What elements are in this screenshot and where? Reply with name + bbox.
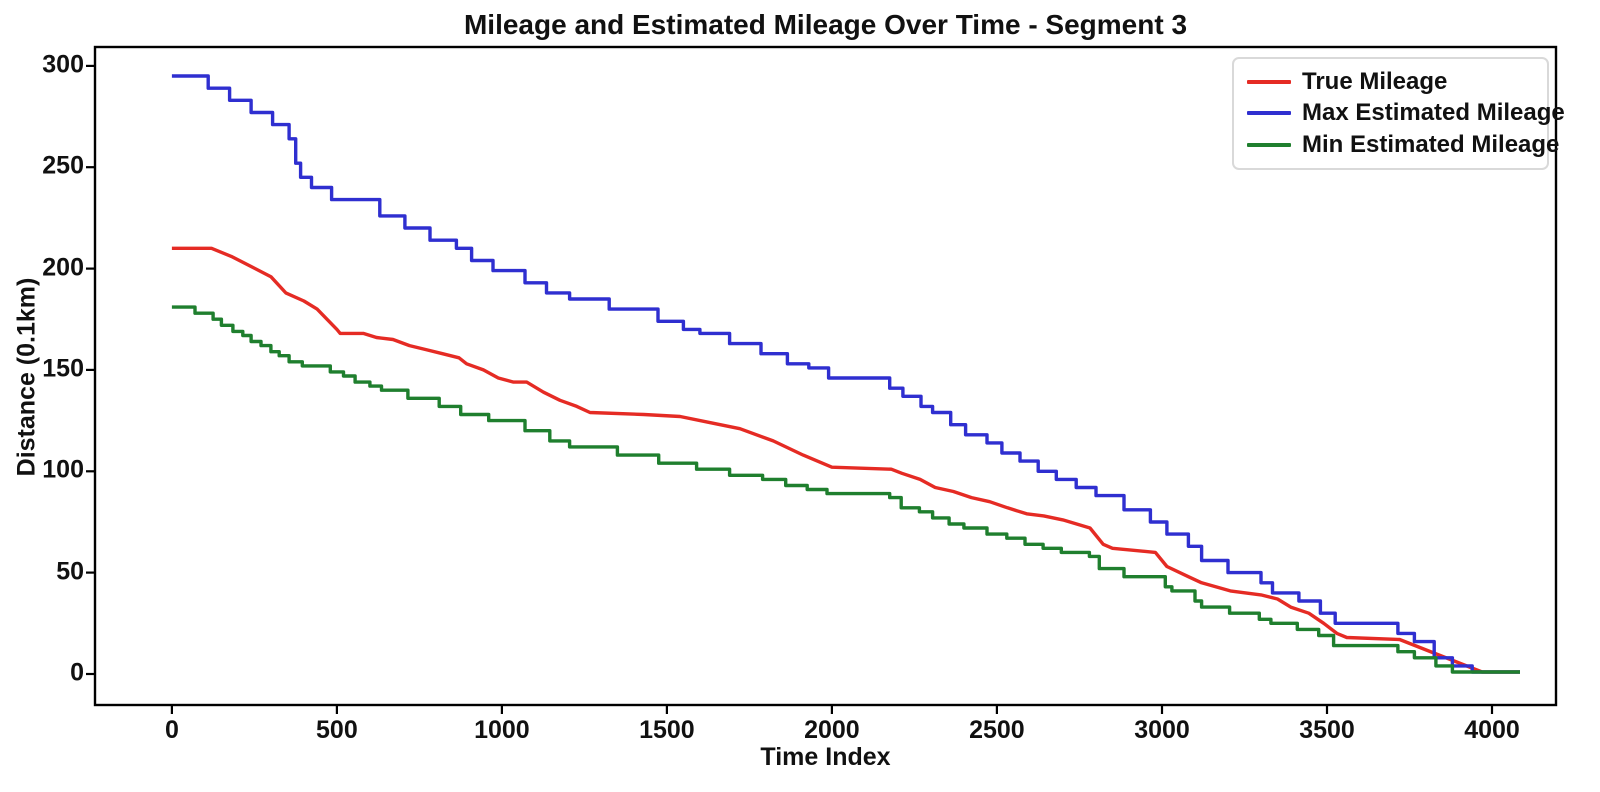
y-tick-label: 100 [42, 455, 84, 484]
y-tick-label: 250 [42, 151, 84, 180]
x-tick-label: 500 [316, 716, 358, 744]
chart-title: Mileage and Estimated Mileage Over Time … [463, 9, 1188, 40]
y-tick-label: 0 [70, 658, 84, 687]
x-tick-label: 0 [164, 716, 179, 744]
y-tick-label: 200 [42, 252, 84, 281]
x-tick-label: 3000 [1134, 716, 1190, 744]
y-axis-label: Distance (0.1km) [12, 277, 41, 477]
y-tick-label: 150 [42, 354, 84, 383]
x-tick-label: 2000 [804, 716, 860, 744]
legend-swatch-max-estimated-mileage [1247, 111, 1291, 116]
legend-swatch-min-estimated-mileage [1247, 143, 1291, 148]
legend-label: True Mileage [1302, 67, 1448, 95]
x-tick-label: 1000 [474, 716, 530, 744]
legend-swatch-true-mileage [1247, 79, 1291, 84]
axes-spines [93, 45, 1558, 707]
series-min-estimated-mileage [171, 305, 1520, 674]
series-max-estimated-mileage [171, 74, 1520, 674]
x-tick-label: 3500 [1299, 716, 1355, 744]
y-tick-label: 300 [42, 50, 84, 79]
legend-item-true-mileage: True Mileage [1247, 67, 1537, 95]
legend-item-max-estimated-mileage: Max Estimated Mileage [1247, 101, 1565, 125]
x-tick-label: 4000 [1464, 716, 1520, 744]
series-true-mileage [171, 246, 1520, 674]
legend-label: Max Estimated Mileage [1302, 99, 1565, 127]
legend: True Mileage Max Estimated Mileage Min Est… [1232, 57, 1565, 170]
legend-label: Min Estimated Mileage [1302, 131, 1560, 159]
legend-item-min-estimated-mileage: Min Estimated Mileage [1247, 133, 1559, 157]
x-tick-label: 2500 [969, 716, 1025, 744]
y-tick-label: 50 [56, 556, 84, 585]
x-axis-label: Time Index [760, 743, 891, 771]
x-tick-label: 1500 [639, 716, 695, 744]
